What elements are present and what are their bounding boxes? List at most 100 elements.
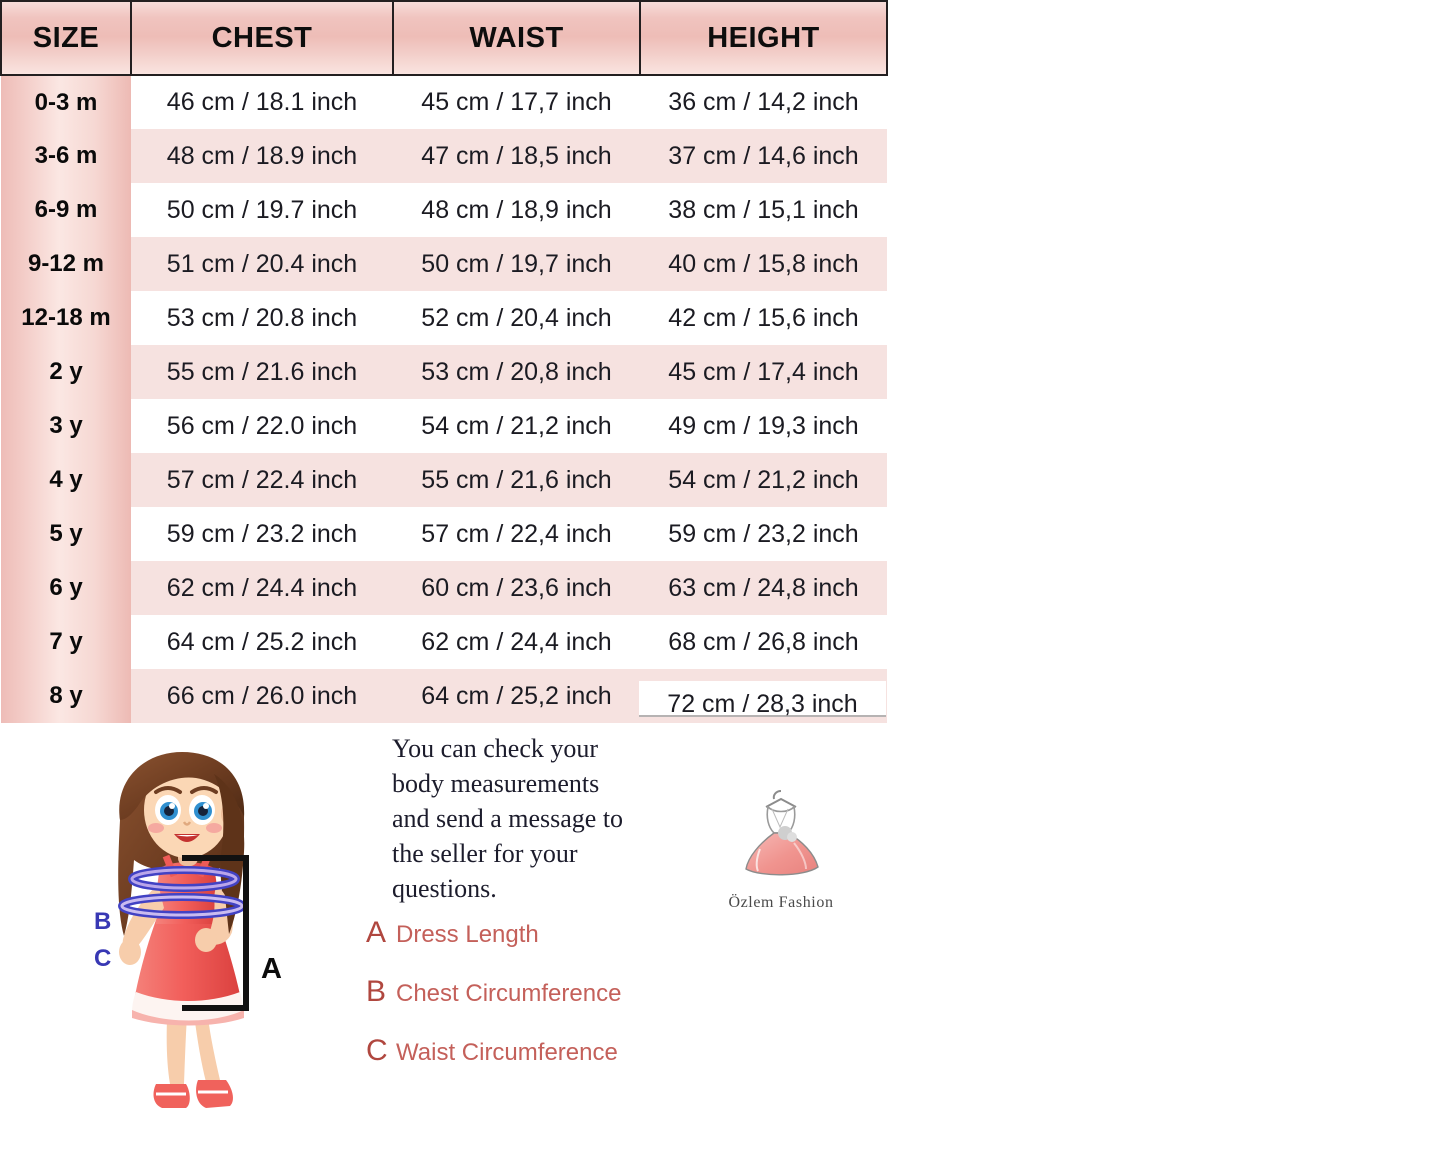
mouth-shape <box>174 834 200 842</box>
right-shoe-icon <box>196 1080 233 1108</box>
cell-size: 3 y <box>1 399 131 453</box>
table-header: SIZE CHEST WAIST HEIGHT <box>0 0 888 76</box>
cell-waist: 53 cm / 20,8 inch <box>393 345 640 399</box>
left-eye-glint <box>169 803 175 809</box>
column-header-height: HEIGHT <box>639 0 888 76</box>
cell-size: 3-6 m <box>1 129 131 183</box>
table-row: 3-6 m 48 cm / 18.9 inch 47 cm / 18,5 inc… <box>1 129 887 183</box>
cell-height: 42 cm / 15,6 inch <box>640 291 887 345</box>
cell-waist: 52 cm / 20,4 inch <box>393 291 640 345</box>
cell-height: 54 cm / 21,2 inch <box>640 453 887 507</box>
cell-chest: 56 cm / 22.0 inch <box>131 399 393 453</box>
legend-item-c: C Waist Circumference <box>366 1034 696 1093</box>
cell-height: 49 cm / 19,3 inch <box>640 399 887 453</box>
cell-chest: 57 cm / 22.4 inch <box>131 453 393 507</box>
cell-chest: 62 cm / 24.4 inch <box>131 561 393 615</box>
cell-waist: 50 cm / 19,7 inch <box>393 237 640 291</box>
dress-skirt-shape <box>132 920 244 1023</box>
cell-height: 40 cm / 15,8 inch <box>640 237 887 291</box>
left-hand-shape <box>119 939 141 965</box>
table-row: 9-12 m 51 cm / 20.4 inch 50 cm / 19,7 in… <box>1 237 887 291</box>
dress-logo-icon <box>745 790 819 876</box>
left-cheek-blush <box>148 823 164 833</box>
cell-waist: 48 cm / 18,9 inch <box>393 183 640 237</box>
cell-height: 36 cm / 14,2 inch <box>640 75 887 129</box>
hair-front-shape <box>119 752 245 820</box>
cell-size: 9-12 m <box>1 237 131 291</box>
column-header-size: SIZE <box>0 0 132 76</box>
teeth-shape <box>176 835 198 837</box>
cell-chest: 59 cm / 23.2 inch <box>131 507 393 561</box>
dress-bodice-shape <box>156 862 218 924</box>
figure-label-c: C <box>94 945 112 972</box>
table-row: 0-3 m 46 cm / 18.1 inch 45 cm / 17,7 inc… <box>1 75 887 129</box>
cell-size: 0-3 m <box>1 75 131 129</box>
right-cheek-blush <box>206 823 222 833</box>
logo-bodice-pleats <box>771 808 789 829</box>
column-header-waist: WAIST <box>392 0 641 76</box>
logo-skirt-fold-2 <box>793 842 807 870</box>
right-eyebrow <box>190 786 218 794</box>
girl-illustration-icon <box>118 752 249 1108</box>
table-row: 8 y 66 cm / 26.0 inch 64 cm / 25,2 inch <box>1 669 887 723</box>
cell-waist: 62 cm / 24,4 inch <box>393 615 640 669</box>
table-header-row: SIZE CHEST WAIST HEIGHT <box>0 0 888 76</box>
legend-label-c: Waist Circumference <box>396 1039 618 1066</box>
cell-height: 37 cm / 14,6 inch <box>640 129 887 183</box>
hanger-bar <box>765 797 797 808</box>
cell-height: 59 cm / 23,2 inch <box>640 507 887 561</box>
face-shape <box>144 762 230 858</box>
hair-side-strand <box>214 774 245 934</box>
logo-skirt <box>745 832 819 876</box>
logo-skirt-fold-1 <box>755 848 761 872</box>
cell-chest: 46 cm / 18.1 inch <box>131 75 393 129</box>
cell-chest: 64 cm / 25.2 inch <box>131 615 393 669</box>
dress-length-bracket <box>182 855 249 1011</box>
cell-waist: 55 cm / 21,6 inch <box>393 453 640 507</box>
chest-measure-band-inner <box>130 868 238 890</box>
cell-waist: 45 cm / 17,7 inch <box>393 75 640 129</box>
cell-size: 12-18 m <box>1 291 131 345</box>
cell-chest: 48 cm / 18.9 inch <box>131 129 393 183</box>
legend-label-a: Dress Length <box>396 921 539 948</box>
table-row: 3 y 56 cm / 22.0 inch 54 cm / 21,2 inch … <box>1 399 887 453</box>
cell-waist: 47 cm / 18,5 inch <box>393 129 640 183</box>
cell-waist: 57 cm / 22,4 inch <box>393 507 640 561</box>
cell-height: 38 cm / 15,1 inch <box>640 183 887 237</box>
cell-height: 63 cm / 24,8 inch <box>640 561 887 615</box>
table-row: 12-18 m 53 cm / 20.8 inch 52 cm / 20,4 i… <box>1 291 887 345</box>
legend-item-b: B Chest Circumference <box>366 975 696 1034</box>
hanger-hook <box>772 790 782 800</box>
table-row: 6 y 62 cm / 24.4 inch 60 cm / 23,6 inch … <box>1 561 887 615</box>
legend-letter-c: C <box>366 1034 388 1067</box>
cell-size: 7 y <box>1 615 131 669</box>
legend-item-a: A Dress Length <box>366 916 696 975</box>
cell-chest: 55 cm / 21.6 inch <box>131 345 393 399</box>
brand-name: Özlem Fashion <box>728 894 834 911</box>
last-height-cell-overlay <box>639 681 886 717</box>
nose-shape <box>182 821 192 826</box>
cell-size: 5 y <box>1 507 131 561</box>
cell-waist: 64 cm / 25,2 inch <box>393 669 640 723</box>
cell-size: 2 y <box>1 345 131 399</box>
table-row: 6-9 m 50 cm / 19.7 inch 48 cm / 18,9 inc… <box>1 183 887 237</box>
cell-waist: 60 cm / 23,6 inch <box>393 561 640 615</box>
cell-size: 6 y <box>1 561 131 615</box>
cell-chest: 51 cm / 20.4 inch <box>131 237 393 291</box>
table-row: 7 y 64 cm / 25.2 inch 62 cm / 24,4 inch … <box>1 615 887 669</box>
size-chart-table: SIZE CHEST WAIST HEIGHT 0-3 m 46 cm / 18… <box>0 0 888 723</box>
measurement-figure-illustration: B C A <box>86 748 316 1148</box>
cell-height: 45 cm / 17,4 inch <box>640 345 887 399</box>
cell-chest: 66 cm / 26.0 inch <box>131 669 393 723</box>
left-eyebrow <box>154 786 182 794</box>
figure-label-a: A <box>261 953 282 985</box>
cell-size: 8 y <box>1 669 131 723</box>
table-row: 5 y 59 cm / 23.2 inch 57 cm / 22,4 inch … <box>1 507 887 561</box>
measurement-legend: A Dress Length B Chest Circumference C W… <box>366 916 696 1093</box>
table-row: 2 y 55 cm / 21.6 inch 53 cm / 20,8 inch … <box>1 345 887 399</box>
figure-label-b: B <box>94 908 112 935</box>
cell-chest: 50 cm / 19.7 inch <box>131 183 393 237</box>
measurement-note-text: You can check your body measurements and… <box>392 734 624 903</box>
cell-chest: 53 cm / 20.8 inch <box>131 291 393 345</box>
